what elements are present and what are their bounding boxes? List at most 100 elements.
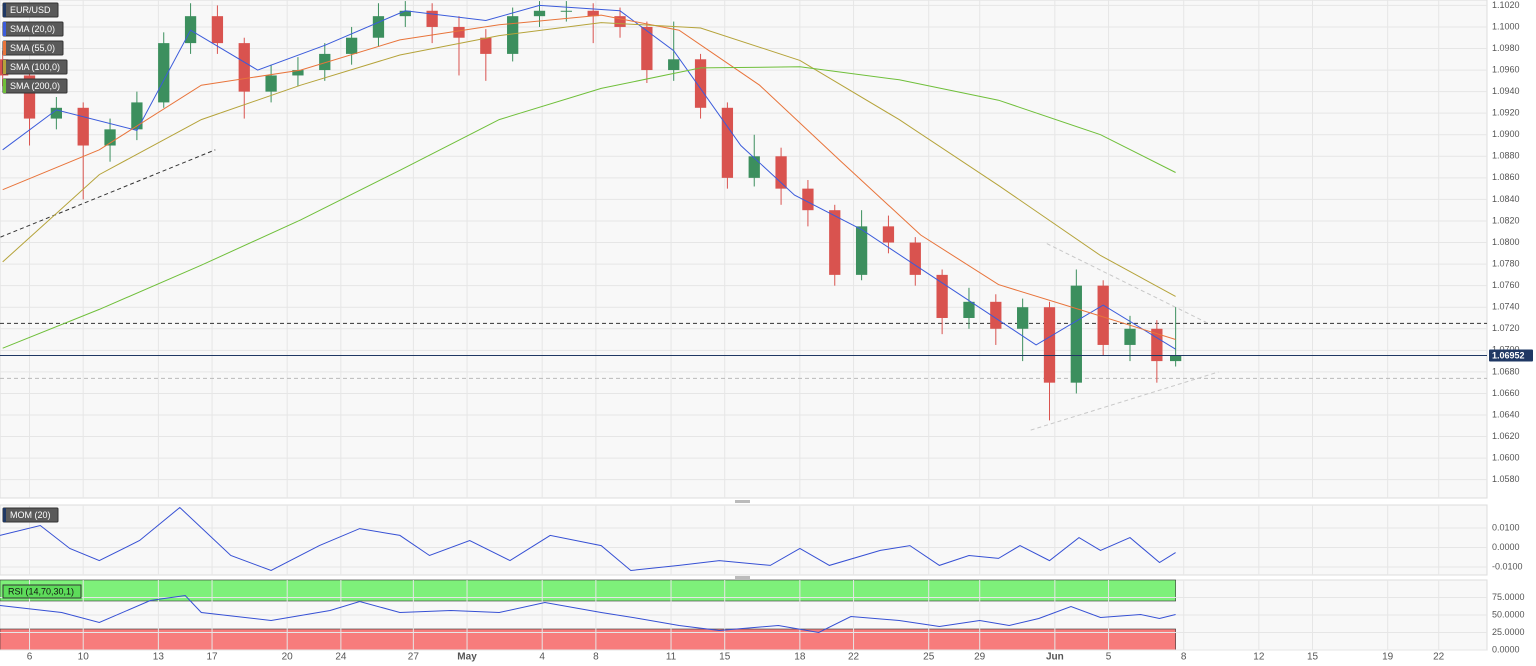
last-price-box bbox=[1489, 349, 1533, 362]
candle-body bbox=[211, 16, 224, 44]
y-tick-label: 1.0880 bbox=[1492, 151, 1520, 161]
legend-label: EUR/USD bbox=[10, 5, 51, 15]
candle-body bbox=[1170, 355, 1182, 362]
x-tick-label: 22 bbox=[848, 652, 860, 663]
legend-swatch bbox=[3, 22, 6, 36]
sma-line bbox=[2, 14, 1176, 340]
x-tick-label: 4 bbox=[539, 652, 545, 663]
sma-line bbox=[2, 66, 1176, 349]
x-tick-label: 6 bbox=[27, 652, 33, 663]
x-tick-label: 20 bbox=[282, 652, 294, 663]
x-tick-label: 25 bbox=[923, 652, 935, 663]
legend: MOM (20) bbox=[2, 507, 59, 523]
candle-body bbox=[802, 188, 814, 211]
candle-body bbox=[23, 75, 36, 119]
legend-swatch bbox=[3, 60, 6, 74]
legend-label: SMA (20,0) bbox=[10, 24, 55, 34]
x-tick-label: 27 bbox=[408, 652, 420, 663]
candle-body bbox=[345, 37, 358, 54]
x-tick-label: 12 bbox=[1253, 652, 1265, 663]
candle-body bbox=[614, 16, 626, 27]
candle-body bbox=[587, 10, 599, 17]
x-tick-label: 8 bbox=[1181, 652, 1187, 663]
trend-line bbox=[0, 149, 216, 238]
candle-body bbox=[265, 75, 277, 92]
legend-label: SMA (100,0) bbox=[10, 62, 60, 72]
candle-body bbox=[1151, 328, 1163, 362]
x-tick-label: 19 bbox=[1382, 652, 1394, 663]
y-tick-label: 1.0580 bbox=[1492, 474, 1520, 484]
candle-body bbox=[1043, 307, 1056, 383]
x-tick-label: 15 bbox=[719, 652, 731, 663]
x-tick-label: 18 bbox=[794, 652, 806, 663]
candle-body bbox=[1097, 285, 1109, 345]
x-tick-label: 8 bbox=[593, 652, 599, 663]
mom-panel bbox=[0, 504, 1488, 576]
x-tick-label: 17 bbox=[206, 652, 218, 663]
candle-body bbox=[748, 156, 760, 178]
candle-body bbox=[1124, 328, 1136, 345]
y-tick-label: 1.0600 bbox=[1492, 452, 1520, 462]
y-tick-label: 1.0660 bbox=[1492, 388, 1520, 398]
x-tick-label: 15 bbox=[1307, 652, 1319, 663]
legend-swatch bbox=[3, 41, 6, 55]
last-price-label: 1.06952 bbox=[1492, 350, 1525, 360]
candle-body bbox=[721, 107, 734, 178]
x-tick-label: May bbox=[457, 652, 477, 663]
candle-body bbox=[319, 53, 331, 71]
candle-body bbox=[855, 226, 868, 275]
candle-body bbox=[1017, 307, 1029, 329]
x-tick-label: Jun bbox=[1046, 652, 1064, 663]
y-tick-label: 1.0780 bbox=[1492, 258, 1520, 268]
y-tick-label: 1.0960 bbox=[1492, 64, 1520, 74]
legend-label: RSI (14,70,30,1) bbox=[8, 586, 74, 596]
candle-body bbox=[77, 107, 89, 146]
y-tick-label: 1.0680 bbox=[1492, 366, 1520, 376]
y-tick-label: 75.0000 bbox=[1492, 592, 1525, 602]
y-tick-label: 0.0100 bbox=[1492, 522, 1520, 532]
candle-body bbox=[963, 301, 975, 318]
panel-handle[interactable] bbox=[735, 576, 750, 579]
candle-body bbox=[292, 70, 304, 76]
sma-line bbox=[2, 4, 1176, 350]
candle-body bbox=[694, 59, 707, 108]
y-tick-label: 1.0920 bbox=[1492, 108, 1520, 118]
y-tick-label: 1.0800 bbox=[1492, 237, 1520, 247]
candle-body bbox=[990, 301, 1002, 329]
candle-body bbox=[507, 16, 519, 54]
candle-body bbox=[829, 210, 841, 275]
candle-body bbox=[426, 10, 438, 27]
legend-swatch bbox=[3, 508, 6, 522]
y-tick-label: 0.0000 bbox=[1492, 542, 1520, 552]
y-tick-label: 1.0900 bbox=[1492, 129, 1520, 139]
legend-label: SMA (200,0) bbox=[10, 81, 60, 91]
x-tick-label: 11 bbox=[666, 652, 677, 663]
candle-body bbox=[372, 16, 385, 38]
sma-line bbox=[2, 22, 1176, 297]
legend: RSI (14,70,30,1) bbox=[2, 584, 82, 599]
candle-body bbox=[399, 10, 411, 17]
legend-swatch bbox=[3, 79, 6, 93]
x-tick-label: 5 bbox=[1106, 652, 1112, 663]
candle-body bbox=[909, 242, 921, 275]
y-tick-label: 1.0820 bbox=[1492, 215, 1520, 225]
x-tick-label: 24 bbox=[335, 652, 347, 663]
legend: EUR/USD SMA (20,0) SMA (55,0) SMA (100,0) SM… bbox=[2, 2, 68, 94]
candle-body bbox=[641, 26, 653, 71]
legend-box[interactable] bbox=[2, 584, 82, 599]
candle-body bbox=[480, 37, 492, 54]
legend-label: SMA (55,0) bbox=[10, 43, 55, 53]
legend-swatch bbox=[3, 3, 6, 17]
y-tick-label: 1.0860 bbox=[1492, 172, 1520, 182]
y-tick-label: 1.0720 bbox=[1492, 323, 1520, 333]
candle-body bbox=[668, 59, 680, 71]
indicator-line bbox=[0, 506, 1176, 572]
indicator-line bbox=[0, 594, 1176, 634]
y-tick-label: 1.1000 bbox=[1492, 21, 1520, 31]
y-tick-label: 0.0000 bbox=[1492, 644, 1520, 654]
panel-handle[interactable] bbox=[735, 500, 750, 503]
trend-line bbox=[1046, 243, 1211, 325]
